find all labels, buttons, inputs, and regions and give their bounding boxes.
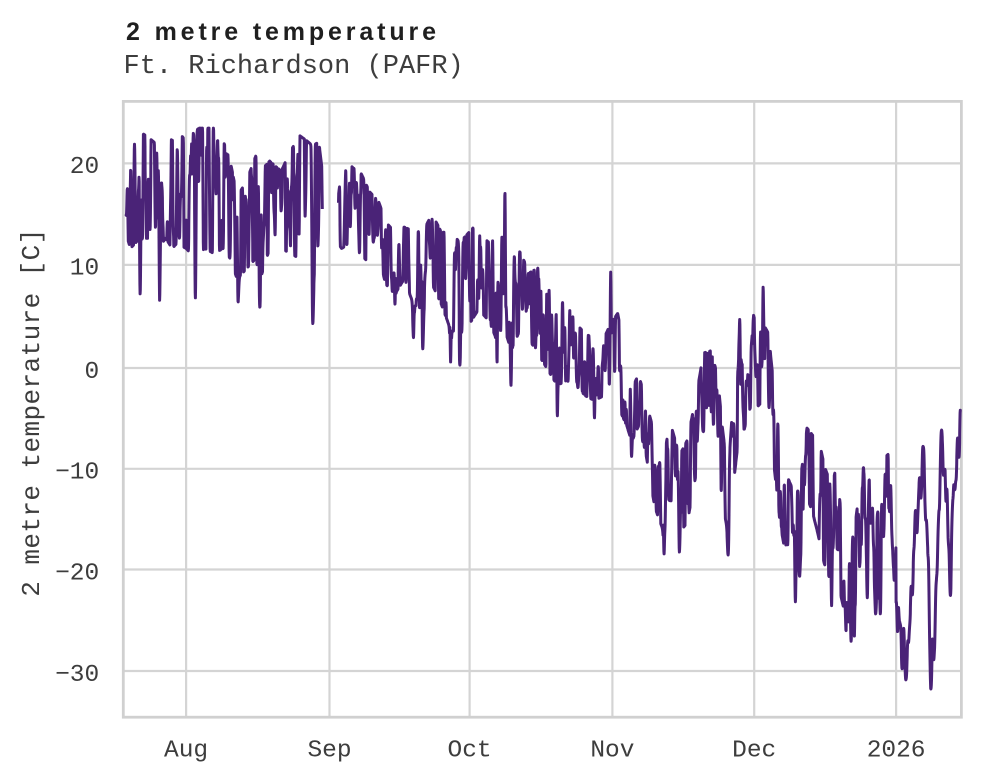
- svg-text:20: 20: [70, 154, 99, 181]
- svg-text:2026: 2026: [867, 738, 926, 765]
- svg-text:2 metre temperature [C]: 2 metre temperature [C]: [17, 229, 47, 597]
- svg-text:10: 10: [70, 256, 99, 283]
- svg-text:Ft. Richardson (PAFR): Ft. Richardson (PAFR): [124, 52, 464, 82]
- svg-text:Nov: Nov: [590, 738, 634, 765]
- svg-text:−20: −20: [55, 560, 99, 587]
- svg-text:Oct: Oct: [448, 738, 492, 765]
- svg-text:−30: −30: [55, 662, 99, 689]
- svg-text:−10: −10: [55, 460, 99, 487]
- svg-text:Dec: Dec: [732, 738, 776, 765]
- svg-text:0: 0: [84, 359, 99, 386]
- svg-text:Sep: Sep: [307, 738, 351, 765]
- svg-text:Aug: Aug: [164, 738, 208, 765]
